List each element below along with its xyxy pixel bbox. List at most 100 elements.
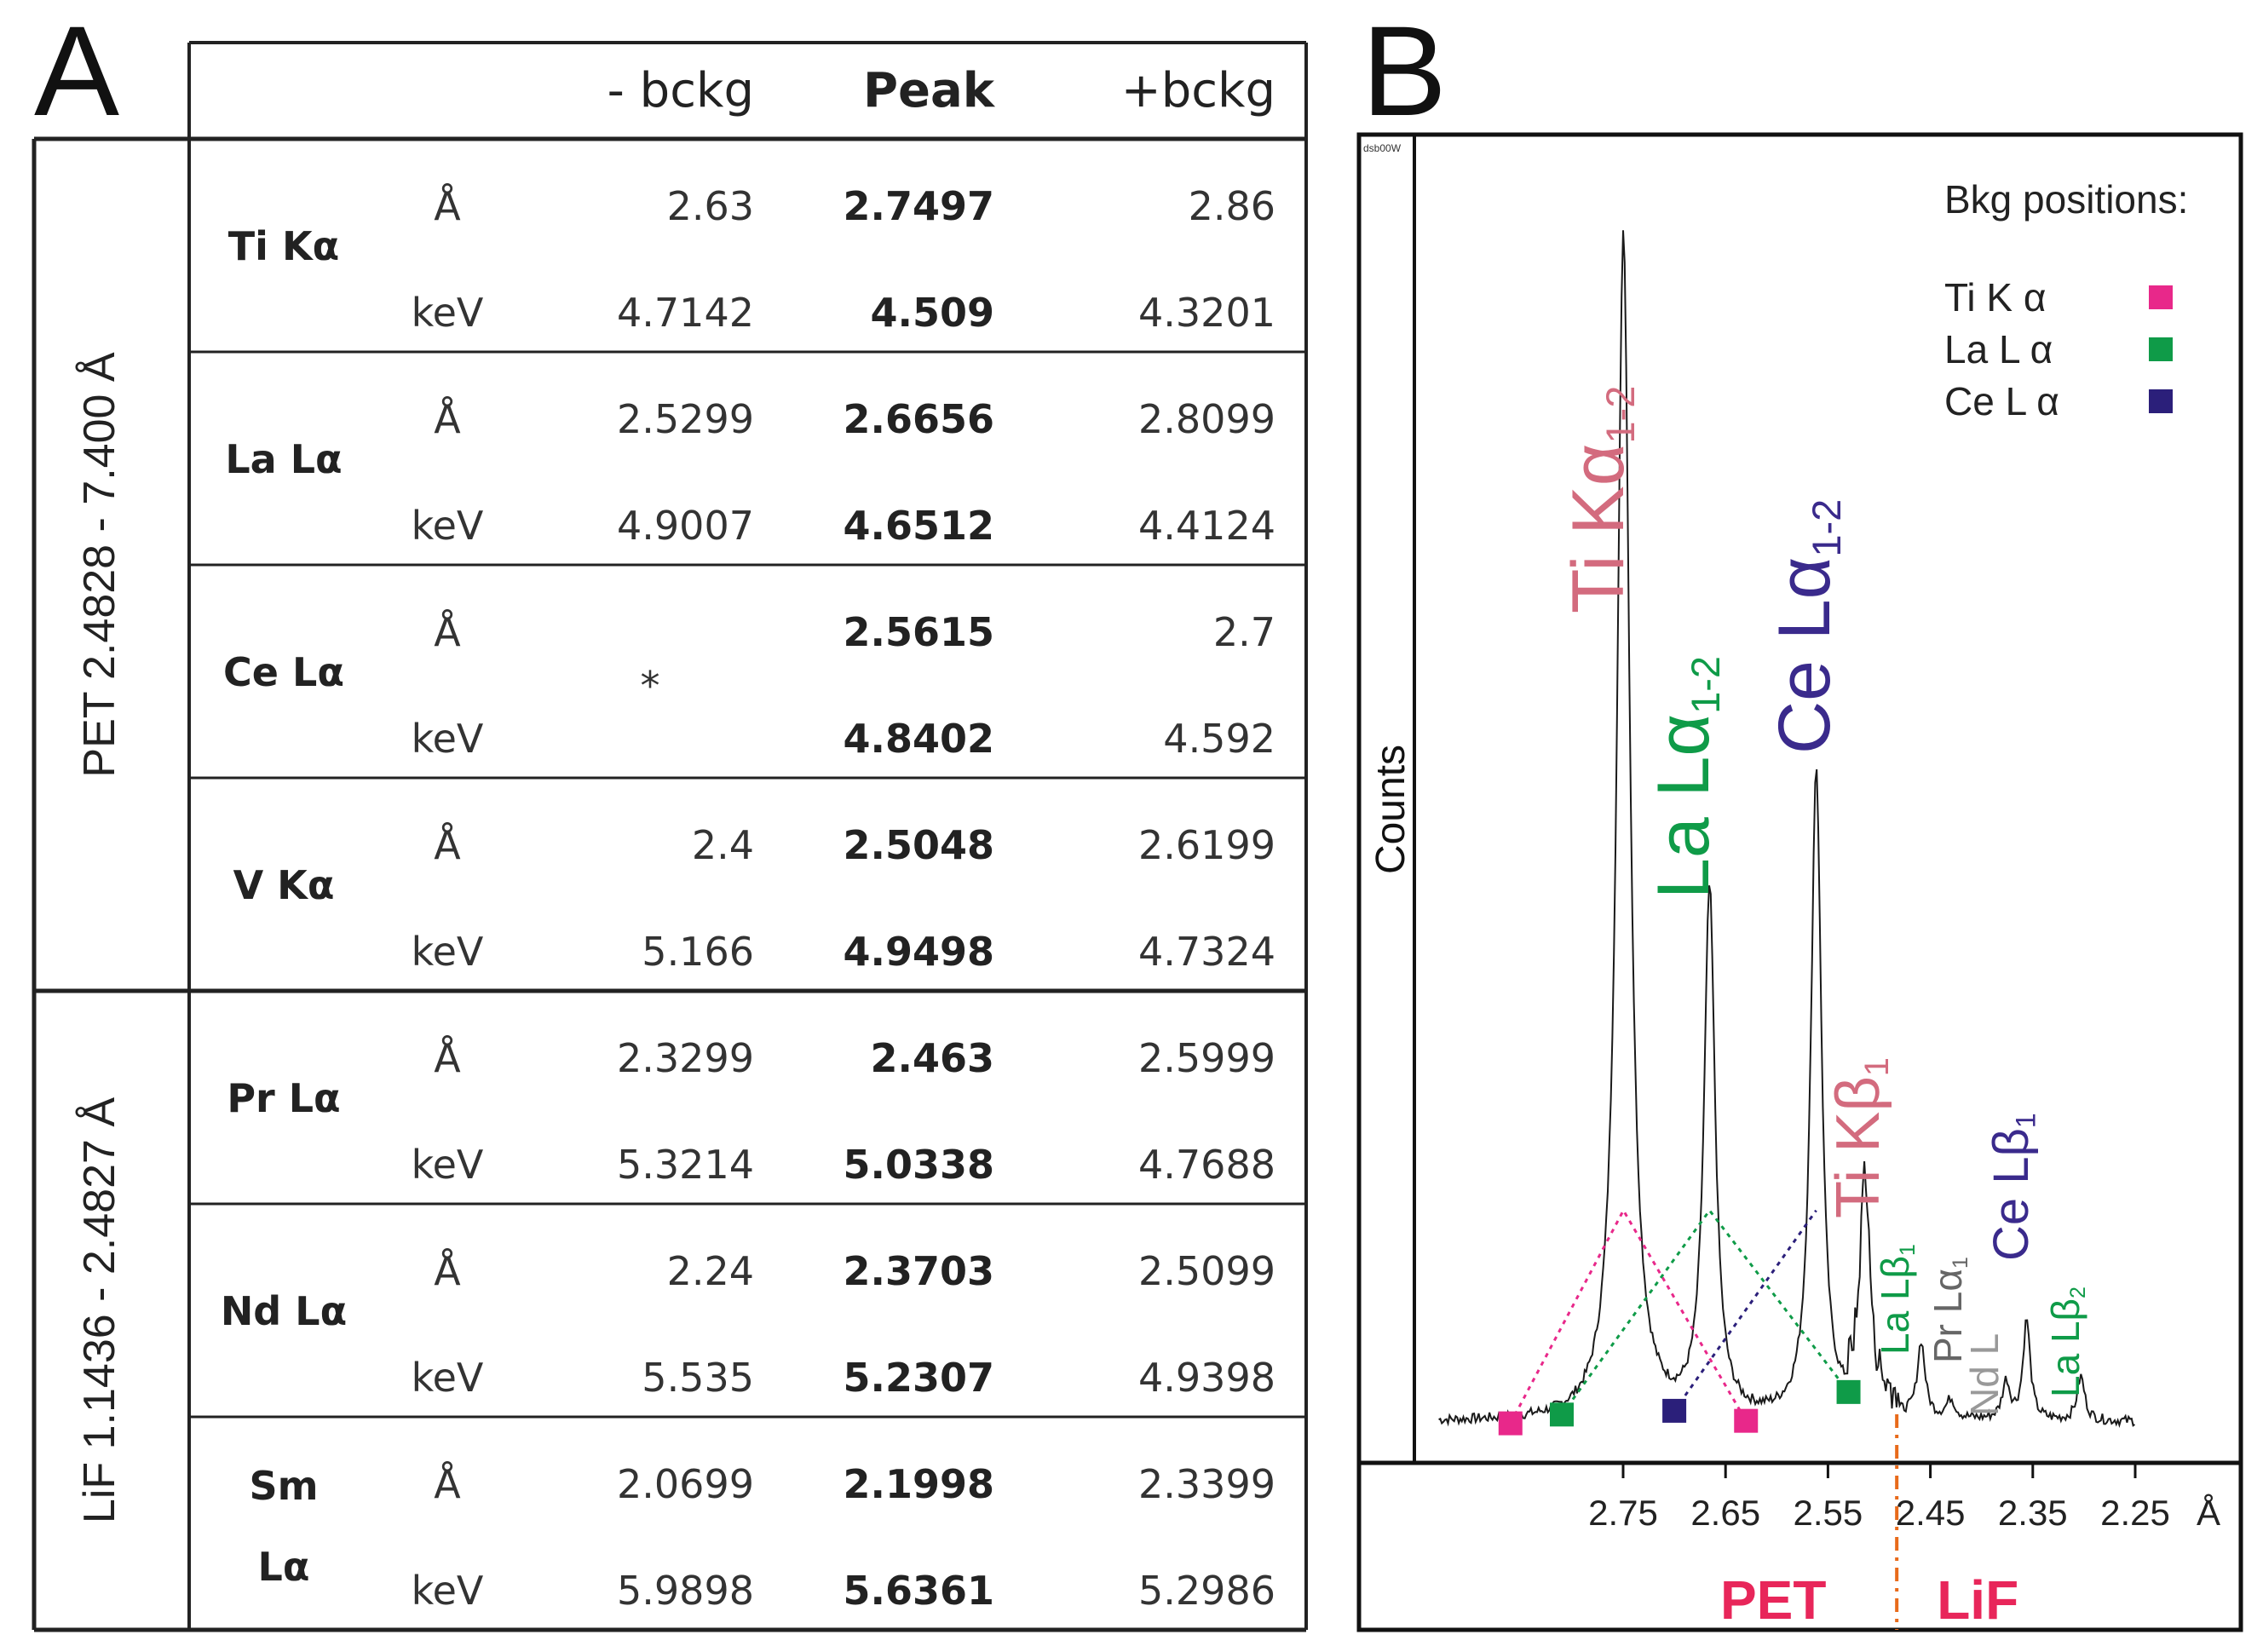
- table-grid: [32, 41, 1308, 1632]
- spectrum-line: [1438, 230, 2135, 1429]
- cell-kev: 4.6512: [843, 503, 994, 549]
- cell-angstrom: 2.5615: [843, 609, 994, 655]
- background-marker: [1734, 1408, 1759, 1433]
- unit-angstrom: Å: [434, 609, 461, 655]
- peak-label-base: La Lβ: [1873, 1256, 1917, 1355]
- cell-kev: 5.9898: [617, 1568, 754, 1614]
- cell-angstrom: 2.3703: [843, 1248, 994, 1294]
- cell-angstrom: 2.5048: [843, 822, 994, 868]
- cell-kev: 4.8402: [843, 716, 994, 762]
- unit-kev: keV: [412, 929, 484, 975]
- panel-b-letter: B: [1362, 0, 1447, 142]
- legend-entry-swatch: [2149, 285, 2173, 309]
- group-label-lif: LiF 1.1436 - 2.4827 Å: [75, 1097, 124, 1523]
- background-interpolation-line: [1509, 1207, 1748, 1425]
- peak-label-base: Nd L: [1962, 1333, 2007, 1416]
- peak-label-subscript: 1-2: [1598, 386, 1643, 444]
- legend-entry-label: Ti K α: [1944, 275, 2046, 319]
- background-interpolation-line: [1673, 1209, 1817, 1412]
- x-tick-label: 2.25: [2100, 1493, 2170, 1533]
- cell-note-asterisk: *: [641, 663, 660, 709]
- table-text: - bckg Peak +bckg PET 2.4828 - 7.400 Å LiF 1…: [75, 63, 1275, 1614]
- cell-kev: 5.2307: [843, 1355, 994, 1401]
- cell-kev: 4.9007: [617, 503, 754, 549]
- element-name: Nd Lα: [221, 1288, 347, 1334]
- element-name: Ce Lα: [223, 649, 344, 695]
- peak-label-base: La Lβ: [2043, 1298, 2087, 1397]
- legend-entry-label: La L α: [1944, 327, 2053, 371]
- corner-tag: dsb00W: [1363, 142, 1402, 154]
- element-name: V Kα: [233, 862, 335, 908]
- peak-label: Ce Lβ1: [1984, 1113, 2041, 1261]
- legend-entry-swatch: [2149, 389, 2173, 413]
- x-tick-label: 2.45: [1896, 1493, 1966, 1533]
- x-tick-label: 2.35: [1998, 1493, 2068, 1533]
- cell-kev: 5.6361: [843, 1568, 994, 1614]
- x-axis-unit: Å: [2197, 1493, 2220, 1533]
- peak-label: Ce Lα1-2: [1764, 499, 1849, 754]
- header-plus-bckg: +bckg: [1121, 63, 1275, 118]
- region-label-pet: PET: [1720, 1569, 1826, 1631]
- cell-angstrom: 2.6656: [843, 396, 994, 442]
- background-marker: [1836, 1379, 1861, 1404]
- element-name: Pr Lα: [227, 1075, 340, 1121]
- peak-label: Pr Lα1: [1926, 1257, 1972, 1363]
- cell-angstrom: 2.63: [667, 183, 754, 229]
- peak-label: La Lα1-2: [1643, 656, 1728, 899]
- peak-label: Nd L: [1962, 1333, 2007, 1416]
- y-axis-label: Counts: [1368, 745, 1414, 874]
- unit-kev: keV: [412, 503, 484, 549]
- group-label-pet: PET 2.4828 - 7.400 Å: [75, 352, 124, 777]
- region-label-lif: LiF: [1937, 1569, 2018, 1631]
- cell-kev: 4.4124: [1138, 503, 1275, 549]
- unit-kev: keV: [412, 1142, 484, 1188]
- peak-label-subscript: 1: [1896, 1244, 1920, 1256]
- peak-label-subscript: 1-2: [1683, 656, 1728, 714]
- cell-angstrom: 2.8099: [1138, 396, 1275, 442]
- unit-kev: keV: [412, 1568, 484, 1614]
- panel-a-table: A - bckg Peak +bckg PET 2.4828 - 7.400 Å LiF…: [32, 0, 1308, 1632]
- cell-angstrom: 2.463: [870, 1035, 994, 1081]
- peak-label-subscript: 2: [2066, 1286, 2090, 1298]
- cell-kev: 4.7688: [1138, 1142, 1275, 1188]
- panel-a-letter: A: [34, 0, 119, 142]
- cell-angstrom: 2.4: [692, 822, 754, 868]
- peak-label: La Lβ2: [2043, 1286, 2090, 1397]
- element-name: Ti Kα: [228, 223, 339, 269]
- cell-kev: 5.3214: [617, 1142, 754, 1188]
- cell-angstrom: 2.1998: [843, 1461, 994, 1507]
- cell-angstrom: 2.5099: [1138, 1248, 1275, 1294]
- unit-kev: keV: [412, 1355, 484, 1401]
- x-tick-label: 2.55: [1794, 1493, 1863, 1533]
- peak-label-base: Pr Lα: [1926, 1269, 1970, 1363]
- element-name-line1: Sm: [249, 1463, 318, 1509]
- x-tick-label: 2.75: [1588, 1493, 1658, 1533]
- unit-kev: keV: [412, 290, 484, 336]
- element-name-line2: Lα: [258, 1544, 310, 1590]
- cell-angstrom: 2.3399: [1138, 1461, 1275, 1507]
- cell-angstrom: 2.24: [667, 1248, 754, 1294]
- background-marker: [1498, 1411, 1523, 1436]
- unit-angstrom: Å: [434, 1248, 461, 1294]
- cell-kev: 4.9398: [1138, 1355, 1275, 1401]
- cell-kev: 5.0338: [843, 1142, 994, 1188]
- cell-kev: 4.509: [870, 290, 994, 336]
- peak-label-subscript: 1: [1858, 1057, 1896, 1076]
- cell-kev: 5.166: [642, 929, 754, 975]
- panel-b-frame: [1356, 132, 2243, 1632]
- peak-label-base: Ti Kβ: [1824, 1076, 1892, 1218]
- unit-angstrom: Å: [434, 1461, 461, 1507]
- unit-angstrom: Å: [434, 183, 461, 229]
- peak-label: Ti Kβ1: [1824, 1057, 1896, 1218]
- background-marker: [1550, 1402, 1575, 1427]
- cell-angstrom: 2.5299: [617, 396, 754, 442]
- header-minus-bckg: - bckg: [607, 63, 754, 118]
- peak-label-base: Ce Lα: [1764, 557, 1846, 754]
- peak-label-base: La Lα: [1643, 714, 1725, 899]
- cell-kev: 4.9498: [843, 929, 994, 975]
- cell-kev: 4.7324: [1138, 929, 1275, 975]
- peak-label-base: Ti Kα: [1558, 444, 1639, 613]
- cell-angstrom: 2.5999: [1138, 1035, 1275, 1081]
- cell-kev: 5.535: [642, 1355, 754, 1401]
